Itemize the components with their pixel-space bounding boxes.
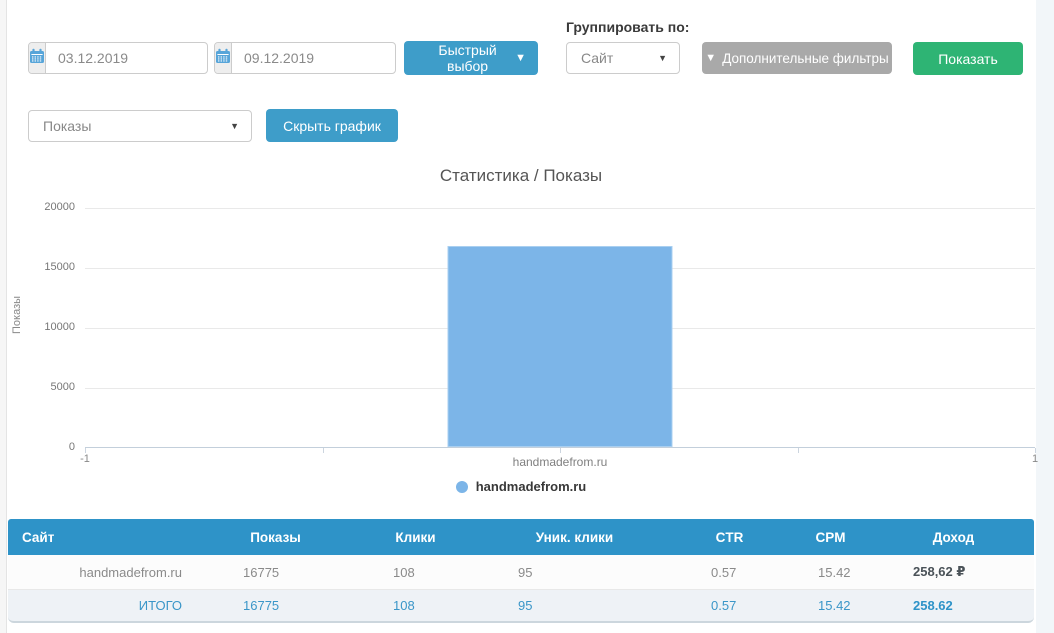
- cell-shows: 16775: [198, 555, 353, 590]
- x-tick: [1035, 448, 1036, 453]
- x-max-label: 1: [1031, 453, 1039, 465]
- x-category-label: handmadefrom.ru: [512, 455, 608, 469]
- cell-cpm: 15.42: [788, 555, 873, 590]
- date-to-input[interactable]: [232, 43, 395, 73]
- show-button[interactable]: Показать: [913, 42, 1023, 75]
- legend-swatch: [455, 480, 468, 493]
- stats-table: Сайт Показы Клики Уник. клики CTR CPM До…: [8, 519, 1034, 623]
- cell-ctr: 0.57: [671, 555, 788, 590]
- caret-down-icon: ▼: [658, 52, 667, 63]
- cell-income: 258,62 ₽: [873, 555, 1034, 590]
- cell-site[interactable]: handmadefrom.ru: [8, 555, 198, 590]
- x-min-label: -1: [80, 453, 90, 465]
- caret-down-icon: ▼: [705, 51, 717, 64]
- total-label: ИТОГО: [8, 590, 198, 623]
- x-tick: [560, 448, 561, 453]
- cell-clicks: 108: [353, 555, 478, 590]
- y-tick-label: 5000: [50, 381, 75, 393]
- x-tick: [322, 448, 324, 453]
- total-clicks: 108: [353, 590, 478, 623]
- table-total-row: ИТОГО 16775 108 95 0.57 15.42 258.62: [8, 590, 1034, 623]
- calendar-icon: [215, 48, 231, 69]
- caret-down-icon: ▼: [230, 120, 239, 131]
- y-tick-label: 20000: [44, 201, 75, 213]
- total-ctr: 0.57: [671, 590, 788, 623]
- y-tick-label: 10000: [44, 321, 75, 333]
- table-row: handmadefrom.ru 16775 108 95 0.57 15.42 …: [8, 555, 1034, 590]
- date-from-input[interactable]: [46, 43, 207, 73]
- caret-down-icon: ▼: [515, 51, 526, 64]
- hide-chart-button[interactable]: Скрыть график: [266, 109, 398, 142]
- x-tick: [85, 448, 86, 453]
- date-from-calendar-addon[interactable]: [29, 43, 46, 73]
- page-left-edge: [0, 0, 7, 633]
- additional-filters-button[interactable]: ▼ Дополнительные фильтры: [702, 42, 892, 74]
- date-to-calendar-addon[interactable]: [215, 43, 232, 73]
- table-header-row: Сайт Показы Клики Уник. клики CTR CPM До…: [8, 519, 1034, 555]
- col-header-shows: Показы: [198, 519, 353, 555]
- col-header-clicks: Клики: [353, 519, 478, 555]
- group-by-label: Группировать по:: [566, 19, 690, 35]
- y-tick-label: 15000: [44, 261, 75, 273]
- total-income: 258.62: [873, 590, 1034, 623]
- y-tick-label: 0: [68, 441, 75, 453]
- total-unique-clicks: 95: [478, 590, 671, 623]
- col-header-ctr: CTR: [671, 519, 788, 555]
- chart-plot-area: [85, 208, 1036, 453]
- chart-legend: handmadefrom.ru: [8, 479, 1034, 494]
- x-tick: [797, 448, 799, 453]
- y-axis-title: Показы: [11, 295, 23, 334]
- calendar-icon: [29, 48, 45, 69]
- date-from-input-group: [28, 42, 208, 74]
- gridline: [85, 208, 1035, 209]
- date-to-input-group: [214, 42, 396, 74]
- col-header-cpm: CPM: [788, 519, 873, 555]
- col-header-site: Сайт: [8, 519, 198, 555]
- chart-bar[interactable]: [447, 245, 673, 447]
- quick-select-button[interactable]: Быстрый выбор ▼: [404, 41, 538, 75]
- total-shows: 16775: [198, 590, 353, 623]
- col-header-unique-clicks: Уник. клики: [478, 519, 671, 555]
- page-right-edge: [1036, 0, 1054, 633]
- metric-select[interactable]: Показы ▼: [28, 110, 252, 142]
- group-by-select[interactable]: Сайт ▼: [566, 42, 680, 74]
- cell-unique-clicks: 95: [478, 555, 671, 590]
- legend-item[interactable]: handmadefrom.ru: [475, 479, 587, 494]
- chart-title: Статистика / Показы: [439, 166, 603, 185]
- col-header-income: Доход: [873, 519, 1034, 555]
- total-cpm: 15.42: [788, 590, 873, 623]
